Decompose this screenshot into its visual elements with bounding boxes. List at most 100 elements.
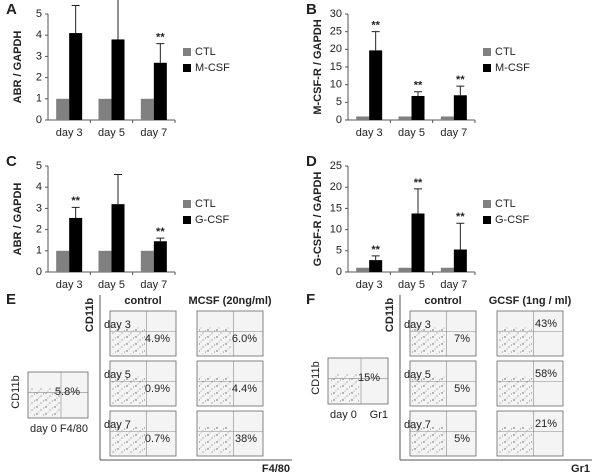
dot-cloud xyxy=(499,376,532,404)
significance: ** xyxy=(414,80,423,92)
column-header: GCSF (1ng / ml) xyxy=(489,295,572,307)
y-tick-label: 25 xyxy=(330,160,342,172)
x-tick-label: day 3 xyxy=(356,127,383,139)
y-tick-label: 15 xyxy=(330,61,342,73)
legend-swatch xyxy=(183,64,191,72)
axis-label: F4/80 xyxy=(262,463,290,475)
x-tick-label: day 3 xyxy=(56,279,83,291)
bar xyxy=(69,33,83,120)
axis-label: CD11b xyxy=(310,361,322,394)
significance: ** xyxy=(156,226,165,238)
bar xyxy=(56,250,70,272)
axis-label: CD11b xyxy=(10,375,22,408)
y-axis-label: M-CSF-R / GAPDH xyxy=(312,19,324,114)
percent: 5% xyxy=(454,383,470,395)
significance: ** xyxy=(414,177,423,189)
legend-swatch xyxy=(483,200,491,208)
error-bar xyxy=(456,222,465,250)
bar xyxy=(56,98,70,120)
y-tick-label: 20 xyxy=(330,181,342,193)
panel-letter: F xyxy=(306,291,315,308)
y-tick-label: 2 xyxy=(36,72,42,84)
row-label: day 5 xyxy=(104,369,131,381)
significance: ** xyxy=(456,211,465,223)
bar xyxy=(153,62,167,120)
y-tick-label: 10 xyxy=(330,79,342,91)
error-bar xyxy=(156,237,165,242)
error-bar xyxy=(371,31,380,51)
error-bar xyxy=(456,85,465,96)
bar xyxy=(411,213,425,272)
error-bar xyxy=(414,91,422,96)
significance: ** xyxy=(71,0,80,5)
significance: ** xyxy=(371,20,380,32)
y-axis-label: ABR / GAPDH xyxy=(12,31,24,104)
error-bar xyxy=(71,206,80,218)
y-tick-label: 10 xyxy=(330,224,342,236)
bar xyxy=(411,95,425,120)
bar xyxy=(369,50,383,120)
y-tick-label: 4 xyxy=(36,181,42,193)
x-tick-label: day 7 xyxy=(440,279,467,291)
y-tick-label: 4 xyxy=(36,29,42,41)
bar xyxy=(140,98,154,120)
legend-label: CTL xyxy=(495,198,516,210)
row-label: day 7 xyxy=(104,419,131,431)
row-label: day 5 xyxy=(404,369,431,381)
y-tick-label: 20 xyxy=(330,43,342,55)
x-tick-label: day 3 xyxy=(356,279,383,291)
legend-label: G-CSF xyxy=(195,214,230,226)
significance: ** xyxy=(371,244,380,256)
dot-cloud xyxy=(499,326,532,354)
x-tick-label: day 3 xyxy=(56,127,83,139)
column-header: control xyxy=(424,295,461,307)
bar xyxy=(440,267,454,272)
panel-letter: A xyxy=(6,1,17,18)
error-bar xyxy=(371,255,380,261)
legend-swatch xyxy=(483,216,491,224)
panel-letter: C xyxy=(6,153,17,170)
axis-label: CD11b xyxy=(384,298,396,333)
y-tick-label: 30 xyxy=(330,8,342,20)
legend-label: CTL xyxy=(195,198,216,210)
dot-cloud xyxy=(199,326,232,354)
legend-label: M-CSF xyxy=(195,62,230,74)
percent: 15% xyxy=(358,372,380,384)
day-label: day 0 xyxy=(330,409,357,421)
percent: 4.9% xyxy=(145,333,170,345)
row-label: day 7 xyxy=(404,419,431,431)
day-label: day 0 xyxy=(30,423,57,435)
percent: 5.8% xyxy=(55,386,80,398)
y-tick-label: 1 xyxy=(36,93,42,105)
y-tick-label: 25 xyxy=(330,26,342,38)
error-bar xyxy=(156,43,165,63)
percent: 5% xyxy=(454,433,470,445)
y-tick-label: 0 xyxy=(36,266,42,278)
axis-label: F4/80 xyxy=(60,423,88,435)
legend-label: CTL xyxy=(495,46,516,58)
percent: 58% xyxy=(535,368,557,380)
y-axis-label: ABR / GAPDH xyxy=(12,183,24,256)
bar xyxy=(440,116,454,120)
legend-swatch xyxy=(183,216,191,224)
x-tick-label: day 5 xyxy=(98,279,125,291)
bar xyxy=(356,116,370,120)
percent: 21% xyxy=(535,418,557,430)
legend-label: M-CSF xyxy=(495,62,530,74)
significance: ** xyxy=(156,32,165,44)
y-tick-label: 0 xyxy=(336,266,342,278)
percent: 6.0% xyxy=(232,333,257,345)
y-tick-label: 5 xyxy=(336,245,342,257)
y-tick-label: 5 xyxy=(36,160,42,172)
legend-swatch xyxy=(183,200,191,208)
legend-swatch xyxy=(483,48,491,56)
bar xyxy=(398,116,412,120)
legend-swatch xyxy=(483,64,491,72)
y-axis-label: G-CSF-R / GAPDH xyxy=(312,172,324,267)
row-label: day 3 xyxy=(104,319,131,331)
column-header: MCSF (20ng/ml) xyxy=(188,295,271,307)
x-tick-label: day 5 xyxy=(98,127,125,139)
dot-cloud xyxy=(199,376,232,404)
percent: 38% xyxy=(235,433,257,445)
panel-letter: E xyxy=(6,291,16,308)
